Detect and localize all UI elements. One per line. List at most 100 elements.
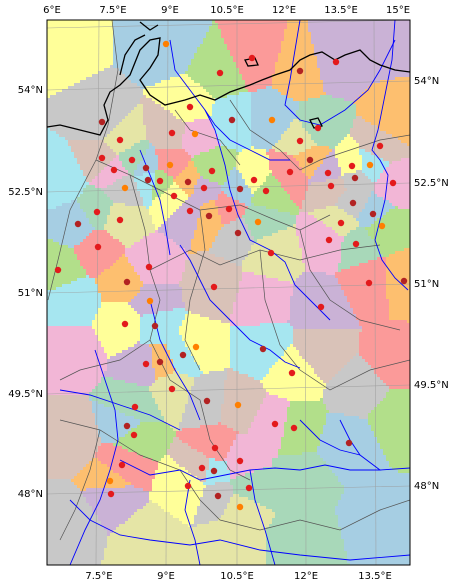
region-cell: [299, 275, 336, 279]
region-cell: [104, 191, 141, 195]
region-cell: [191, 350, 231, 354]
region-cell: [377, 155, 410, 159]
region-cell: [257, 440, 282, 444]
right-lat-label: 51°N: [414, 279, 439, 290]
region-cell: [344, 485, 354, 489]
region-cell: [47, 500, 87, 504]
region-cell: [227, 194, 255, 198]
region-cell: [383, 170, 410, 174]
region-cell: [299, 212, 309, 216]
region-cell: [149, 344, 168, 348]
region-cell: [308, 179, 327, 183]
region-cell: [47, 71, 99, 75]
region-cell: [251, 134, 282, 138]
region-cell: [266, 149, 270, 153]
region-cell: [359, 50, 410, 54]
region-cell: [104, 557, 192, 561]
region-cell: [185, 341, 231, 345]
region-cell: [47, 563, 102, 565]
region-cell: [374, 188, 410, 192]
region-cell: [245, 221, 297, 225]
station-point: [376, 142, 384, 150]
region-cell: [173, 437, 180, 441]
region-cell: [266, 539, 345, 543]
region-cell: [200, 500, 231, 504]
region-cell: [230, 365, 273, 369]
region-cell: [308, 185, 345, 189]
region-cell: [47, 92, 57, 96]
region-cell: [95, 317, 141, 321]
region-cell: [233, 488, 276, 492]
region-cell: [47, 326, 93, 330]
region-cell: [380, 377, 410, 381]
region-cell: [149, 491, 204, 495]
region-cell: [59, 134, 108, 138]
region-cell: [179, 371, 204, 375]
region-cell: [152, 392, 192, 396]
region-cell: [323, 161, 339, 165]
region-cell: [353, 101, 410, 105]
region-cell: [107, 194, 141, 198]
region-cell: [275, 482, 342, 486]
region-cell: [281, 44, 315, 48]
region-cell: [293, 119, 300, 123]
region-cell: [278, 500, 339, 504]
region-cell: [95, 281, 144, 285]
region-cell: [251, 188, 258, 192]
region-cell: [290, 125, 303, 129]
region-cell: [47, 218, 90, 222]
region-cell: [47, 266, 84, 270]
region-cell: [179, 245, 192, 249]
region-cell: [89, 221, 108, 225]
region-cell: [101, 299, 132, 303]
region-cell: [251, 113, 297, 117]
region-cell: [230, 338, 294, 342]
region-cell: [215, 128, 252, 132]
region-cell: [389, 161, 393, 165]
region-cell: [293, 281, 339, 285]
region-cell: [101, 437, 120, 441]
region-cell: [143, 110, 171, 114]
region-cell: [179, 428, 183, 432]
region-cell: [101, 272, 138, 276]
region-cell: [194, 515, 222, 519]
region-cell: [281, 440, 321, 444]
region-cell: [47, 86, 69, 90]
region-cell: [386, 167, 410, 171]
region-cell: [368, 260, 387, 264]
region-cell: [173, 335, 183, 339]
region-cell: [230, 359, 279, 363]
region-cell: [266, 551, 348, 555]
region-cell: [287, 95, 321, 99]
region-cell: [299, 350, 360, 354]
region-cell: [389, 461, 410, 465]
region-cell: [305, 263, 339, 267]
region-cell: [80, 194, 108, 198]
region-cell: [344, 365, 372, 369]
station-point: [208, 167, 216, 175]
region-cell: [356, 113, 410, 117]
region-cell: [302, 203, 336, 207]
region-cell: [47, 263, 81, 267]
region-cell: [200, 425, 228, 429]
region-cell: [311, 38, 354, 42]
region-cell: [290, 296, 348, 300]
region-cell: [329, 146, 336, 150]
region-cell: [47, 539, 108, 543]
region-cell: [266, 392, 270, 396]
region-cell: [230, 350, 285, 354]
region-cell: [314, 50, 360, 54]
region-cell: [227, 371, 240, 375]
region-cell: [254, 416, 288, 420]
region-cell: [203, 41, 225, 45]
region-cell: [101, 341, 138, 345]
region-cell: [215, 146, 228, 150]
region-cell: [320, 398, 324, 402]
region-cell: [71, 146, 111, 150]
region-cell: [122, 476, 156, 480]
region-cell: [47, 524, 102, 528]
region-cell: [140, 341, 168, 345]
region-cell: [275, 512, 336, 516]
region-cell: [47, 167, 81, 171]
region-cell: [350, 563, 410, 565]
